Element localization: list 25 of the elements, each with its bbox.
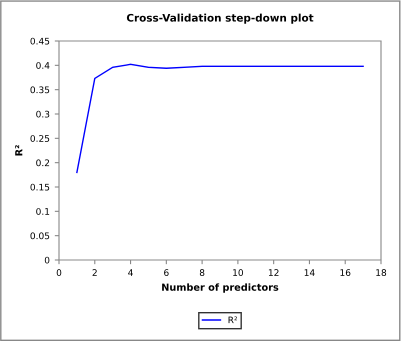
y-tick-label: 0.4	[36, 62, 50, 69]
y-tick-label: 0.15	[30, 184, 50, 191]
x-tick-label: 8	[200, 269, 204, 276]
x-tick-label: 18	[376, 269, 386, 276]
x-tick-label: 4	[128, 269, 133, 276]
x-tick-label: 6	[164, 269, 169, 276]
y-tick-label: 0.25	[30, 135, 50, 142]
y-tick-label: 0.05	[30, 232, 50, 240]
x-tick-label: 12	[268, 269, 279, 276]
y-tick-label: 0.1	[36, 208, 50, 215]
x-tick-label: 16	[340, 269, 350, 276]
y-tick-label: 0.2	[36, 159, 50, 166]
y-axis-title: R²	[15, 145, 22, 156]
x-tick-label: 14	[304, 269, 315, 276]
x-tick-label: 0	[56, 269, 62, 276]
y-tick-label: 0	[44, 256, 50, 264]
y-tick-label: 0.45	[30, 38, 50, 45]
chart-title: Cross-Validation step-down plot	[126, 14, 314, 24]
y-tick-label: 0.35	[30, 86, 50, 94]
line-series	[76, 64, 364, 174]
legend-label: R²	[228, 316, 238, 324]
y-tick-label: 0.3	[36, 110, 50, 118]
x-axis-title: Number of predictors	[162, 283, 278, 293]
x-tick-label: 10	[233, 269, 244, 276]
x-tick-label: 2	[92, 269, 97, 276]
